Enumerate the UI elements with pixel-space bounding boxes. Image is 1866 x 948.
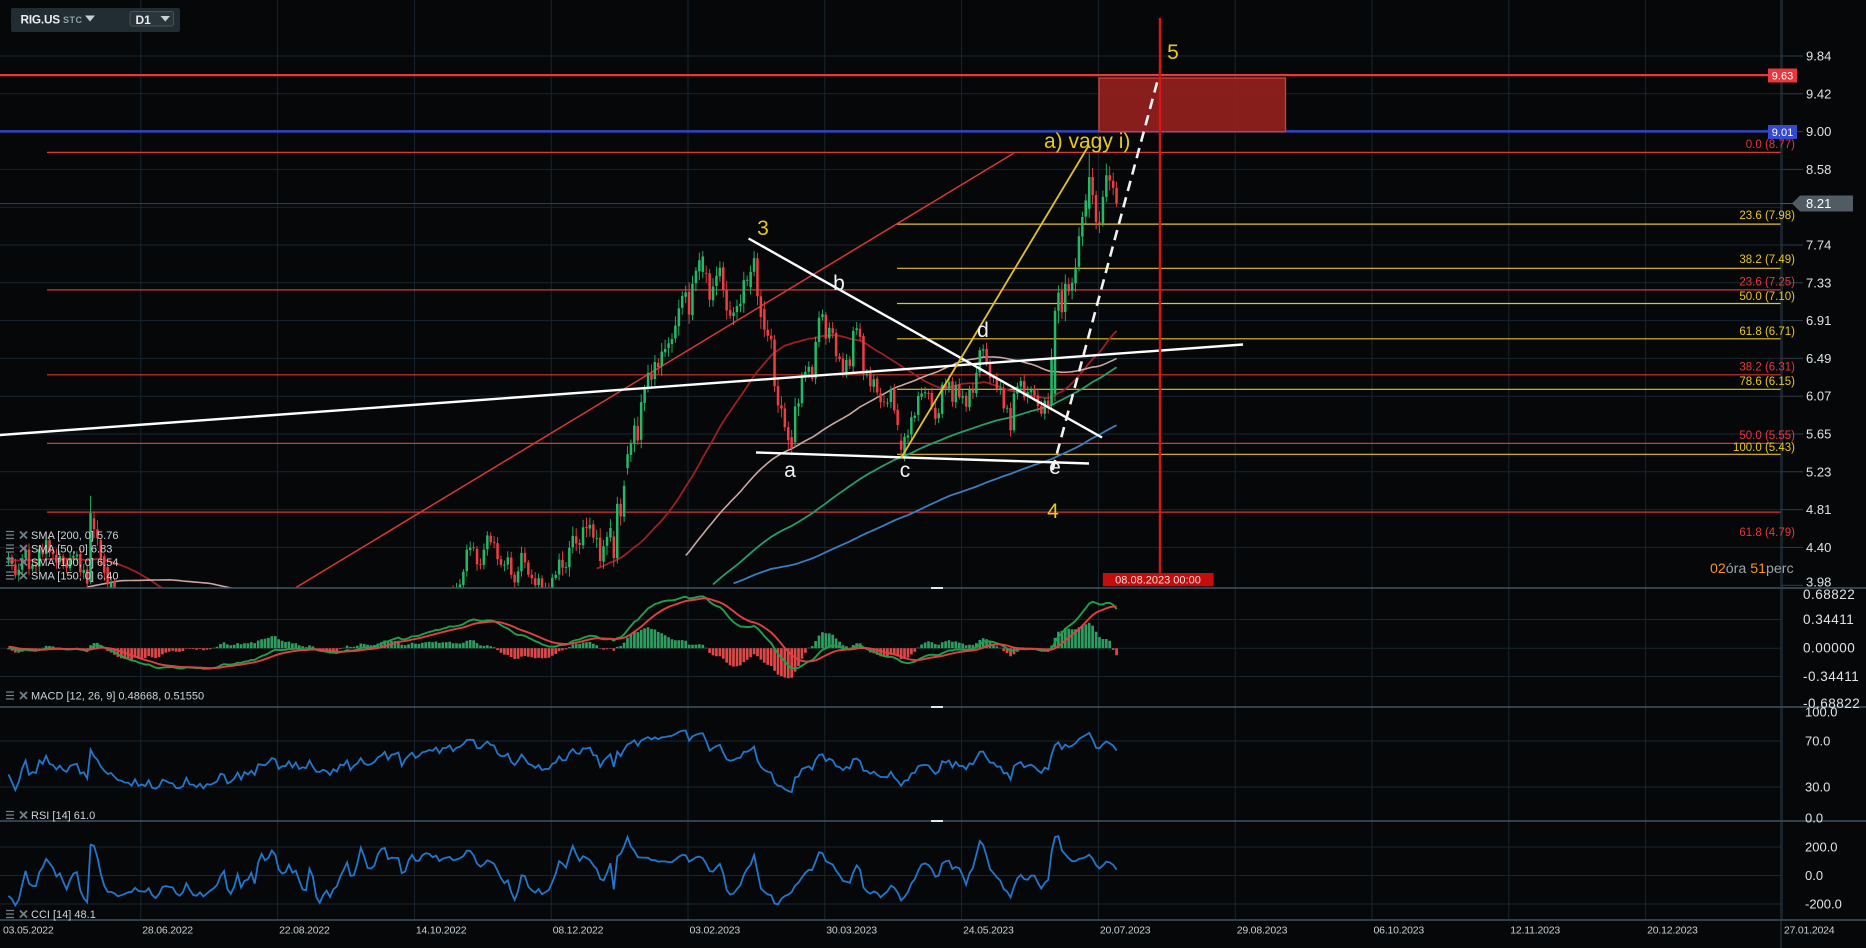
svg-text:0.68822: 0.68822 [1803, 587, 1855, 602]
svg-text:RIG.US: RIG.US [21, 13, 61, 27]
svg-text:9.84: 9.84 [1806, 49, 1831, 64]
svg-text:61.8 (6.71): 61.8 (6.71) [1739, 326, 1795, 338]
svg-text:0.00000: 0.00000 [1803, 641, 1855, 656]
svg-text:-0.34411: -0.34411 [1803, 669, 1859, 684]
svg-text:-200.0: -200.0 [1805, 897, 1842, 912]
svg-text:61.8 (4.79): 61.8 (4.79) [1739, 527, 1795, 539]
svg-text:0.0: 0.0 [1805, 868, 1823, 883]
svg-text:RSI [14] 61.0: RSI [14] 61.0 [31, 810, 95, 822]
svg-text:03.02.2023: 03.02.2023 [690, 925, 741, 937]
svg-text:24.05.2023: 24.05.2023 [963, 925, 1014, 937]
svg-text:29.08.2023: 29.08.2023 [1237, 925, 1288, 937]
svg-text:28.06.2022: 28.06.2022 [142, 925, 193, 937]
svg-text:23.6 (7.25): 23.6 (7.25) [1739, 277, 1795, 289]
svg-text:D1: D1 [136, 13, 152, 27]
svg-text:100.0 (5.43): 100.0 (5.43) [1733, 442, 1795, 454]
svg-text:200.0: 200.0 [1805, 840, 1838, 855]
svg-text:6.91: 6.91 [1806, 313, 1831, 328]
svg-text:3: 3 [757, 217, 769, 240]
svg-text:SMA [50, 0] 6.83: SMA [50, 0] 6.83 [31, 544, 112, 556]
svg-text:MACD [12, 26, 9] 0.48668,: MACD [12, 26, 9] 0.48668, 0.51550 [31, 691, 204, 703]
svg-text:27.01.2024: 27.01.2024 [1784, 925, 1835, 937]
svg-text:20.12.2023: 20.12.2023 [1647, 925, 1698, 937]
svg-text:0.0 (8.77): 0.0 (8.77) [1746, 139, 1795, 151]
svg-text:50.0 (7.10): 50.0 (7.10) [1739, 291, 1795, 303]
svg-text:100.0: 100.0 [1805, 705, 1838, 720]
svg-text:08.12.2022: 08.12.2022 [553, 925, 604, 937]
svg-text:08.08.2023 00:00: 08.08.2023 00:00 [1115, 575, 1201, 587]
svg-text:CCI [14] 48.1: CCI [14] 48.1 [31, 909, 96, 921]
svg-text:9.42: 9.42 [1806, 86, 1831, 101]
svg-text:c: c [900, 459, 911, 482]
svg-text:b: b [833, 272, 845, 295]
svg-text:38.2 (7.49): 38.2 (7.49) [1739, 254, 1795, 266]
svg-text:78.6 (6.15): 78.6 (6.15) [1739, 376, 1795, 388]
svg-text:0.34411: 0.34411 [1803, 612, 1854, 627]
svg-text:9.00: 9.00 [1806, 124, 1831, 139]
svg-text:50.0 (5.55): 50.0 (5.55) [1739, 430, 1795, 442]
svg-text:22.08.2022: 22.08.2022 [279, 925, 330, 937]
svg-text:3.98: 3.98 [1806, 575, 1831, 590]
svg-text:12.11.2023: 12.11.2023 [1510, 925, 1560, 937]
svg-text:02óra 51perc: 02óra 51perc [1710, 561, 1794, 577]
svg-text:5.23: 5.23 [1806, 464, 1831, 479]
svg-text:38.2 (6.31): 38.2 (6.31) [1739, 362, 1795, 374]
svg-text:23.6 (7.98): 23.6 (7.98) [1739, 210, 1795, 222]
svg-text:9.01: 9.01 [1772, 127, 1793, 139]
svg-text:70.0: 70.0 [1805, 734, 1830, 749]
svg-text:03.05.2022: 03.05.2022 [3, 925, 54, 937]
svg-text:d: d [977, 319, 989, 342]
svg-text:6.49: 6.49 [1806, 351, 1831, 366]
svg-text:SMA [150, 0] 6.40: SMA [150, 0] 6.40 [31, 571, 118, 583]
svg-text:7.33: 7.33 [1806, 275, 1831, 290]
svg-text:4.81: 4.81 [1806, 502, 1831, 517]
svg-text:30.03.2023: 30.03.2023 [826, 925, 877, 937]
svg-text:06.10.2023: 06.10.2023 [1374, 925, 1425, 937]
svg-text:SMA [200, 0] 5.76: SMA [200, 0] 5.76 [31, 530, 118, 542]
svg-text:9.63: 9.63 [1772, 71, 1793, 83]
svg-text:4: 4 [1047, 500, 1059, 523]
svg-text:a: a [784, 459, 796, 482]
svg-text:4.40: 4.40 [1806, 540, 1831, 555]
svg-text:8.21: 8.21 [1806, 196, 1831, 211]
svg-text:6.07: 6.07 [1806, 389, 1831, 404]
svg-text:5.65: 5.65 [1806, 427, 1831, 442]
svg-text:-0.68822: -0.68822 [1803, 696, 1860, 711]
svg-text:STC: STC [63, 15, 83, 25]
svg-text:SMA [100, 0] 6.54: SMA [100, 0] 6.54 [31, 557, 118, 569]
svg-text:0.0: 0.0 [1805, 811, 1823, 826]
svg-text:5: 5 [1167, 41, 1179, 64]
svg-text:20.07.2023: 20.07.2023 [1100, 925, 1151, 937]
svg-text:a) vagy i): a) vagy i) [1044, 130, 1130, 153]
svg-text:14.10.2022: 14.10.2022 [416, 925, 467, 937]
svg-text:e: e [1049, 456, 1061, 479]
svg-text:8.58: 8.58 [1806, 162, 1831, 177]
svg-text:30.0: 30.0 [1805, 780, 1830, 795]
svg-text:7.74: 7.74 [1806, 238, 1831, 253]
